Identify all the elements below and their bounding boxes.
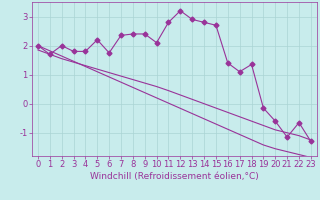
X-axis label: Windchill (Refroidissement éolien,°C): Windchill (Refroidissement éolien,°C) — [90, 172, 259, 181]
